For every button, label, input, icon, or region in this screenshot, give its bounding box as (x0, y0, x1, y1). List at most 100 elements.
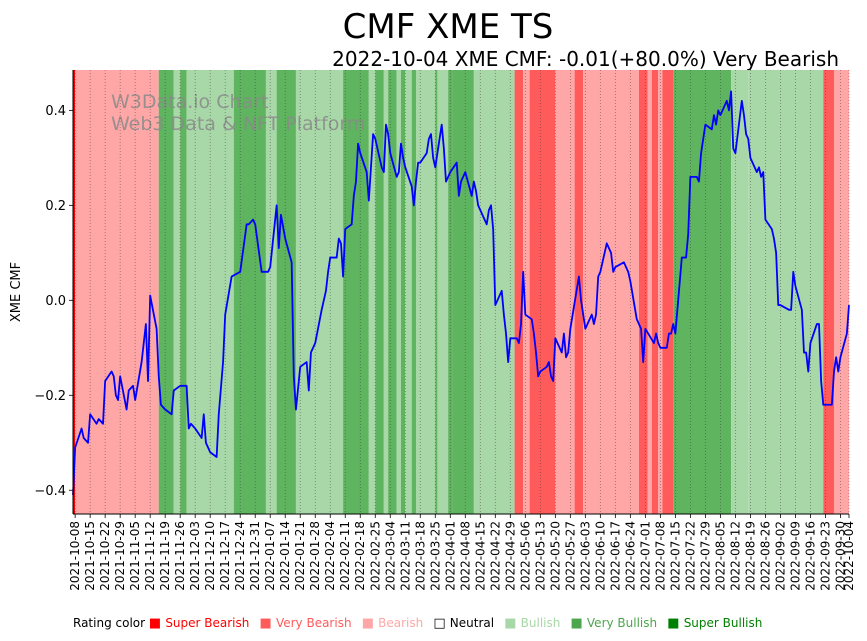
x-tick-label: 2022-10-04 (842, 521, 856, 591)
legend-swatch-icon: ■ (663, 616, 684, 631)
x-tick-label: 2022-08-26 (758, 521, 772, 591)
rating-band (295, 70, 344, 514)
legend-label: Very Bearish (275, 616, 352, 630)
rating-band (75, 70, 159, 514)
watermark-text: Web3 Data & NFT Platform (111, 113, 365, 135)
rating-band (73, 70, 76, 514)
cmf-series-line (72, 90, 850, 496)
chart-title: CMF XME TS (343, 7, 554, 47)
x-tick-label: 2022-09-09 (788, 521, 802, 591)
x-tick-label: 2022-05-06 (518, 521, 532, 591)
x-tick-label: 2022-04-15 (473, 521, 487, 591)
legend-item: ■ Very Bullish (566, 616, 658, 631)
x-tick-label: 2022-05-27 (563, 521, 577, 591)
rating-band (437, 70, 449, 514)
x-tick-label: 2022-04-29 (503, 521, 517, 591)
x-tick-label: 2022-01-14 (278, 521, 292, 591)
x-tick-label: 2022-08-05 (713, 521, 727, 591)
x-tick-label: 2022-02-11 (338, 521, 352, 591)
x-tick-label: 2022-02-04 (323, 521, 337, 591)
x-tick-label: 2021-10-08 (68, 521, 82, 591)
rating-band (375, 70, 384, 514)
rating-band (400, 70, 406, 514)
x-tick-label: 2022-01-21 (293, 521, 307, 591)
x-tick-label: 2022-03-11 (398, 521, 412, 591)
rating-legend: Rating color ■ Super Bearish ■ Very Bear… (73, 616, 768, 631)
legend-title: Rating color (73, 616, 146, 630)
x-tick-label: 2021-10-22 (98, 521, 112, 591)
x-tick-label: 2022-07-22 (683, 521, 697, 591)
x-tick-label: 2022-04-01 (443, 521, 457, 591)
legend-label: Super Bullish (683, 616, 763, 630)
y-tick-label: −0.4 (34, 484, 66, 499)
rating-band (647, 70, 652, 514)
x-tick-label: 2022-08-12 (728, 521, 742, 591)
rating-band (276, 70, 296, 514)
y-tick-label: 0.2 (45, 199, 66, 214)
rating-band (388, 70, 397, 514)
rating-band (180, 70, 187, 514)
x-tick-label: 2022-05-20 (548, 521, 562, 591)
legend-label: Bullish (520, 616, 561, 630)
x-tick-label: 2022-06-24 (623, 521, 637, 591)
legend-label: Neutral (449, 616, 495, 630)
legend-swatch-icon: ■ (500, 616, 521, 631)
rating-band (529, 70, 556, 514)
rating-band (435, 70, 438, 514)
legend-label: Super Bearish (165, 616, 250, 630)
x-tick-label: 2022-02-18 (353, 521, 367, 591)
x-tick-label: 2022-06-10 (593, 521, 607, 591)
x-tick-label: 2021-12-03 (188, 521, 202, 591)
y-tick-label: −0.2 (34, 389, 66, 404)
x-tick-label: 2021-11-12 (143, 521, 157, 591)
x-tick-label: 2022-07-15 (668, 521, 682, 591)
x-tick-label: 2022-07-29 (698, 521, 712, 591)
legend-swatch-icon: □ (429, 616, 450, 631)
rating-band (383, 70, 389, 514)
rating-band (343, 70, 369, 514)
x-tick-label: 2021-12-10 (203, 521, 217, 591)
legend-swatch-icon: ■ (357, 616, 379, 631)
x-tick-label: 2022-06-03 (578, 521, 592, 591)
rating-band (823, 70, 834, 514)
x-tick-label: 2021-11-19 (158, 521, 172, 591)
legend-swatch-icon: ■ (566, 616, 587, 631)
rating-band (673, 70, 732, 514)
legend-swatch-icon: ■ (255, 616, 276, 631)
x-tick-label: 2022-03-18 (413, 521, 427, 591)
x-tick-label: 2022-07-01 (638, 521, 652, 591)
rating-band (574, 70, 584, 514)
x-tick-label: 2022-01-07 (263, 521, 277, 591)
x-tick-label: 2022-02-25 (368, 521, 382, 591)
rating-band (405, 70, 412, 514)
rating-band (368, 70, 376, 514)
rating-band (396, 70, 401, 514)
watermark-text: W3Data.io Chart (111, 91, 268, 113)
x-grid: 2021-10-08 2021-10-15 2021-10-22 2021-10-29… (68, 70, 856, 591)
rating-band (833, 70, 849, 514)
x-tick-label: 2022-08-19 (743, 521, 757, 591)
x-tick-label: 2022-01-28 (308, 521, 322, 591)
y-tick-label: 0.4 (45, 104, 66, 119)
rating-band (265, 70, 277, 514)
legend-label: Very Bullish (586, 616, 658, 630)
rating-band (555, 70, 575, 514)
x-tick-label: 2022-09-16 (803, 521, 817, 591)
x-tick-label: 2021-11-26 (173, 521, 187, 591)
rating-band (233, 70, 266, 514)
rating-band (748, 70, 824, 514)
x-tick-label: 2022-04-22 (488, 521, 502, 591)
legend-item: ■ Bearish (357, 616, 424, 631)
rating-band (452, 70, 474, 514)
rating-band (415, 70, 436, 514)
chart-subtitle: 2022-10-04 XME CMF: -0.01(+80.0%) Very B… (332, 47, 839, 71)
x-tick-label: 2022-09-02 (773, 521, 787, 591)
legend-item: □ Neutral (429, 616, 495, 631)
x-tick-label: 2021-10-15 (83, 521, 97, 591)
rating-band (411, 70, 416, 514)
rating-band (514, 70, 524, 514)
rating-band (662, 70, 674, 514)
x-tick-label: 2022-06-17 (608, 521, 622, 591)
rating-band (173, 70, 181, 514)
